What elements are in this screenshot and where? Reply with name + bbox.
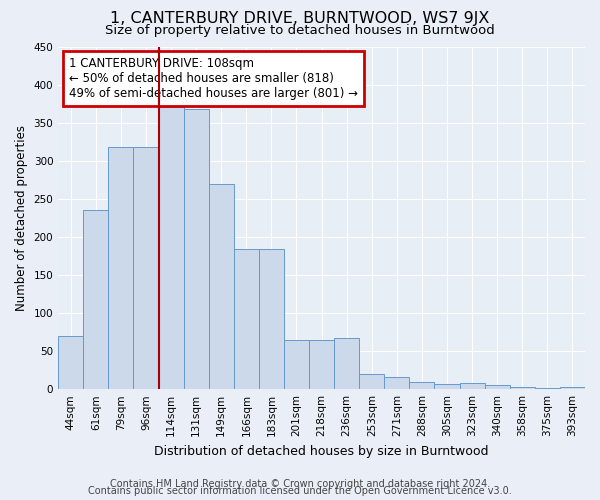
Bar [409, 382, 434, 389]
Bar [460, 383, 485, 389]
Bar [133, 147, 158, 389]
Y-axis label: Number of detached properties: Number of detached properties [15, 125, 28, 311]
Bar [184, 109, 209, 389]
Bar [284, 340, 309, 389]
Bar [510, 387, 535, 389]
Bar [309, 340, 334, 389]
Text: Contains HM Land Registry data © Crown copyright and database right 2024.: Contains HM Land Registry data © Crown c… [110, 479, 490, 489]
Bar [158, 108, 184, 389]
Bar [334, 338, 359, 389]
X-axis label: Distribution of detached houses by size in Burntwood: Distribution of detached houses by size … [154, 444, 489, 458]
Bar [535, 388, 560, 389]
Bar [385, 377, 409, 389]
Text: 1, CANTERBURY DRIVE, BURNTWOOD, WS7 9JX: 1, CANTERBURY DRIVE, BURNTWOOD, WS7 9JX [110, 12, 490, 26]
Text: Size of property relative to detached houses in Burntwood: Size of property relative to detached ho… [105, 24, 495, 37]
Bar [234, 249, 259, 389]
Text: Contains public sector information licensed under the Open Government Licence v3: Contains public sector information licen… [88, 486, 512, 496]
Bar [109, 147, 133, 389]
Bar [209, 184, 234, 389]
Text: 1 CANTERBURY DRIVE: 108sqm
← 50% of detached houses are smaller (818)
49% of sem: 1 CANTERBURY DRIVE: 108sqm ← 50% of deta… [69, 57, 358, 100]
Bar [58, 336, 83, 389]
Bar [485, 386, 510, 389]
Bar [83, 210, 109, 389]
Bar [259, 249, 284, 389]
Bar [359, 374, 385, 389]
Bar [434, 384, 460, 389]
Bar [560, 387, 585, 389]
